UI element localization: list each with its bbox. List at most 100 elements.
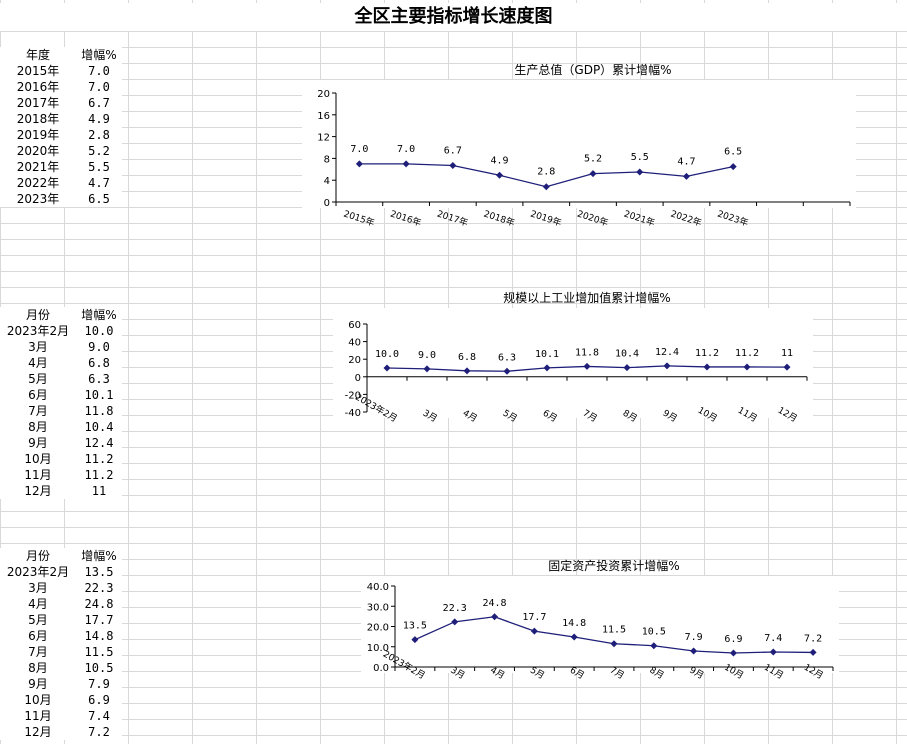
data-label: 6.8 — [458, 352, 476, 363]
table-row: 9月 12.4 — [0, 435, 150, 451]
cell-label: 5月 — [0, 612, 76, 628]
data-label: 17.7 — [522, 612, 546, 623]
table-row: 11月 11.2 — [0, 467, 150, 483]
table-row: 2015年 7.0 — [0, 63, 150, 79]
table-row: 8月 10.5 — [0, 660, 150, 676]
data-label: 6.9 — [724, 634, 742, 645]
data-point — [530, 627, 538, 635]
data-label: 7.4 — [764, 633, 782, 644]
cell-value: 6.7 — [76, 95, 122, 111]
x-tick-label: 2018年 — [482, 208, 516, 229]
data-label: 7.0 — [350, 144, 368, 155]
cell-value: 10.1 — [76, 387, 122, 403]
cell-value: 14.8 — [76, 628, 122, 644]
data-point — [402, 160, 410, 168]
cell-label: 2023年2月 — [0, 323, 76, 339]
y-tick-label: 8 — [324, 154, 330, 165]
cell-value: 5.5 — [76, 159, 122, 175]
data-label: 11.5 — [602, 625, 626, 636]
y-tick-label: -40 — [345, 408, 361, 419]
data-point — [589, 170, 597, 178]
cell-value: 13.5 — [76, 564, 122, 580]
table-row: 12月 11 — [0, 483, 150, 499]
x-tick-label: 2015年 — [342, 208, 376, 229]
data-label: 7.0 — [397, 144, 415, 155]
data-label: 6.5 — [724, 147, 742, 158]
table-row: 6月 10.1 — [0, 387, 150, 403]
table-row: 2023年 6.5 — [0, 191, 150, 207]
cell-label: 2015年 — [0, 63, 76, 79]
cell-value: 4.7 — [76, 175, 122, 191]
data-point — [769, 648, 777, 656]
y-tick-label: 10.0 — [367, 643, 389, 654]
chart-background — [361, 576, 839, 673]
data-point — [809, 648, 817, 656]
data-point — [423, 365, 431, 373]
data-point — [729, 649, 737, 657]
table-header: 月份 增幅% — [0, 307, 150, 323]
table-row: 2016年 7.0 — [0, 79, 150, 95]
y-tick-label: 0 — [324, 198, 330, 209]
cell-value: 4.9 — [76, 111, 122, 127]
data-label: 6.7 — [444, 145, 462, 156]
cell-label: 2021年 — [0, 159, 76, 175]
cell-label: 2023年2月 — [0, 564, 76, 580]
table-row: 4月 6.8 — [0, 355, 150, 371]
table-row: 3月 9.0 — [0, 339, 150, 355]
cell-label: 月份 — [0, 548, 76, 564]
cell-label: 3月 — [0, 339, 76, 355]
cell-label: 年度 — [0, 47, 76, 63]
data-label: 22.3 — [443, 603, 467, 614]
data-point — [583, 362, 591, 370]
data-point — [463, 367, 471, 375]
data-point — [682, 172, 690, 180]
cell-label: 2022年 — [0, 175, 76, 191]
data-point — [496, 171, 504, 179]
y-tick-label: 40.0 — [367, 582, 389, 593]
data-point — [543, 364, 551, 372]
x-tick-label: 2019年 — [529, 208, 563, 229]
table-row: 3月 22.3 — [0, 580, 150, 596]
data-point — [503, 367, 511, 375]
cell-label: 2020年 — [0, 143, 76, 159]
cell-value: 22.3 — [76, 580, 122, 596]
table-row: 6月 14.8 — [0, 628, 150, 644]
data-label: 7.2 — [804, 633, 822, 644]
table-row: 2023年2月 13.5 — [0, 564, 150, 580]
data-label: 14.8 — [562, 618, 586, 629]
cell-label: 11月 — [0, 467, 76, 483]
cell-label: 9月 — [0, 435, 76, 451]
data-label: 7.9 — [685, 632, 703, 643]
y-tick-label: 20.0 — [367, 623, 389, 634]
table-row: 2017年 6.7 — [0, 95, 150, 111]
cell-label: 2016年 — [0, 79, 76, 95]
table-row: 7月 11.5 — [0, 644, 150, 660]
y-tick-label: 20 — [348, 355, 361, 366]
data-label: 10.1 — [535, 349, 559, 360]
table-row: 2021年 5.5 — [0, 159, 150, 175]
cell-value: 7.4 — [76, 708, 122, 724]
cell-label: 3月 — [0, 580, 76, 596]
cell-label: 2017年 — [0, 95, 76, 111]
data-point — [729, 163, 737, 171]
cell-value: 增幅% — [76, 47, 122, 63]
chart-title: 固定资产投资累计增幅% — [548, 558, 679, 573]
data-point — [570, 633, 578, 641]
cell-label: 6月 — [0, 628, 76, 644]
data-point — [690, 647, 698, 655]
y-tick-label: 40 — [348, 338, 361, 349]
cell-label: 10月 — [0, 692, 76, 708]
cell-value: 9.0 — [76, 339, 122, 355]
data-point — [610, 640, 618, 648]
y-tick-label: 12 — [317, 133, 330, 144]
table-row: 5月 17.7 — [0, 612, 150, 628]
data-label: 10.5 — [642, 627, 666, 638]
chart-title: 生产总值（GDP）累计增幅% — [514, 62, 671, 77]
x-tick-label: 2022年 — [669, 208, 703, 229]
data-label: 10.4 — [615, 349, 639, 360]
table-row: 4月 24.8 — [0, 596, 150, 612]
cell-value: 11.2 — [76, 467, 122, 483]
chart-background — [302, 80, 856, 208]
cell-value: 5.2 — [76, 143, 122, 159]
